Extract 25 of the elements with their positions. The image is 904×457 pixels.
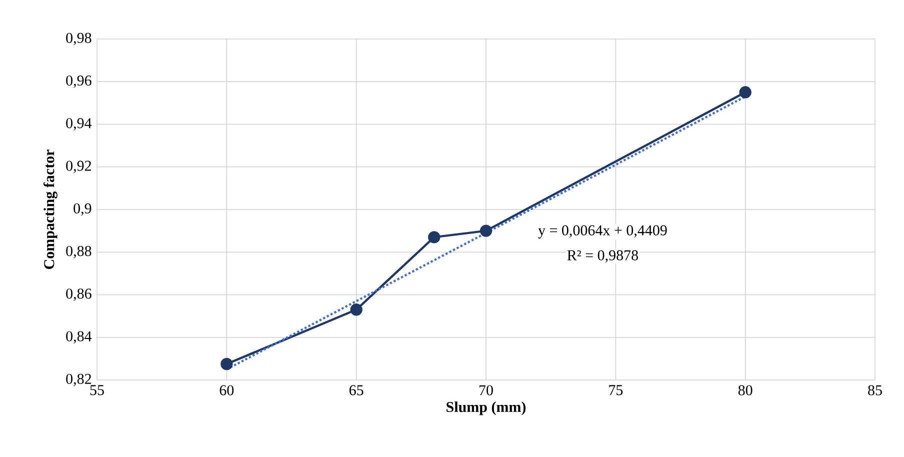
y-tick-label: 0,9 xyxy=(74,203,92,216)
x-tick-label: 80 xyxy=(738,385,752,396)
point xyxy=(350,304,362,316)
annotation: R² = 0,9878 xyxy=(567,250,638,263)
y-tick-label: 0,82 xyxy=(66,374,91,386)
y-axis-title: Compacting factor xyxy=(43,150,58,269)
y-tick-label: 0,88 xyxy=(66,246,92,258)
x-tick-label: 55 xyxy=(90,385,104,396)
y-tick-label: 0,96 xyxy=(66,75,92,88)
point xyxy=(428,231,440,244)
annotation: y = 0,0064x + 0,4409 xyxy=(538,225,667,238)
x-tick-label: 65 xyxy=(349,385,364,396)
y-tick-label: 0,94 xyxy=(66,118,92,130)
y-tick-label: 0,98 xyxy=(66,32,92,46)
y-tick-label: 0,86 xyxy=(66,288,92,301)
x-tick-label: 60 xyxy=(220,385,234,396)
x-tick-label: 70 xyxy=(479,385,493,396)
y-tick-label: 0,92 xyxy=(66,160,91,174)
x-tick-label: 85 xyxy=(868,385,882,396)
point xyxy=(739,86,752,98)
point xyxy=(480,224,492,237)
x-axis-title: Slump (mm) xyxy=(446,402,526,416)
y-tick-label: 0,84 xyxy=(66,331,92,344)
x-tick-label: 75 xyxy=(609,385,623,396)
point xyxy=(220,358,233,370)
